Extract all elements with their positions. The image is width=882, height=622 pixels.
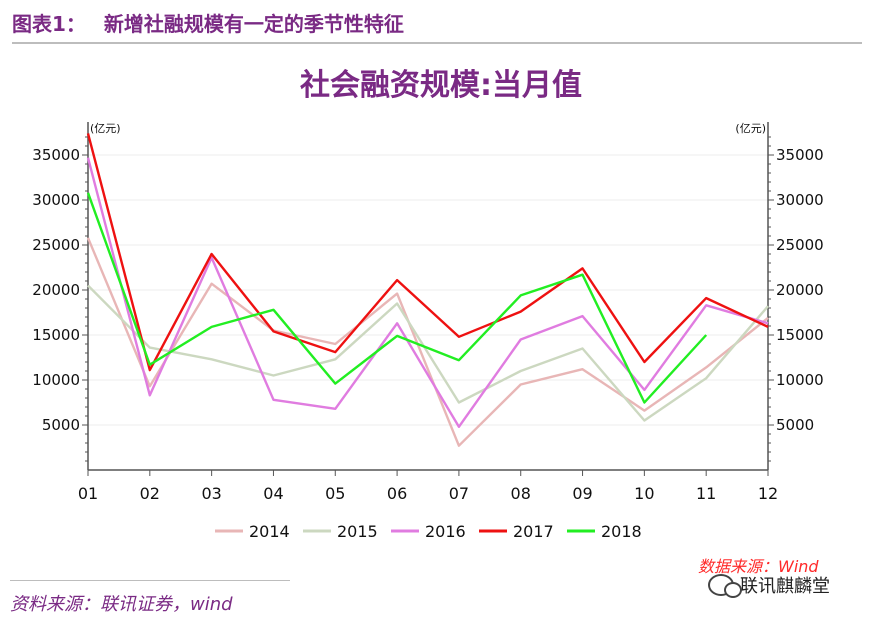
legend-item-2015: 2015: [303, 522, 378, 541]
y-tick-label-left: 25000: [32, 236, 80, 254]
figure-header: 图表1： 新增社融规模有一定的季节性特征: [12, 8, 404, 37]
legend-label: 2015: [337, 522, 378, 541]
x-tick-label: 12: [758, 484, 778, 503]
watermark-text: 联讯麒麟堂: [740, 576, 830, 597]
source-note: 资料来源：联讯证券，wind: [10, 594, 233, 615]
y-tick-label-left: 5000: [42, 416, 80, 434]
legend-label: 2017: [513, 522, 554, 541]
watermark: 联讯麒麟堂: [708, 572, 830, 598]
x-tick-label: 02: [140, 484, 160, 503]
legend-label: 2014: [249, 522, 290, 541]
data-source-note: 数据来源：Wind: [698, 557, 819, 576]
legend-item-2018: 2018: [567, 522, 642, 541]
legend-label: 2016: [425, 522, 466, 541]
y-tick-label-right: 15000: [776, 326, 824, 344]
x-tick-label: 03: [201, 484, 221, 503]
legend-item-2014: 2014: [215, 522, 290, 541]
source-divider: [10, 580, 290, 581]
series-layer: [86, 133, 769, 447]
y-tick-label-left: 35000: [32, 146, 80, 164]
y-tick-label-left: 30000: [32, 191, 80, 209]
y-tick-label-left: 20000: [32, 281, 80, 299]
y-unit-left: (亿元): [90, 122, 121, 135]
axes-layer: 5000 5000 10000 10000 15000 15000 20000 20000 25…: [32, 122, 824, 503]
x-tick-label: 05: [325, 484, 345, 503]
figure-title: 新增社融规模有一定的季节性特征: [103, 12, 404, 36]
y-tick-label-right: 35000: [776, 146, 824, 164]
chart-title: 社会融资规模:当月值: [300, 68, 582, 103]
x-tick-label: 01: [78, 484, 98, 503]
y-unit-right: (亿元): [735, 122, 766, 135]
y-tick-label-right: 10000: [776, 371, 824, 389]
series-line-2016: [86, 157, 769, 428]
wechat-icon: [708, 574, 742, 598]
y-tick-label-right: 5000: [776, 416, 814, 434]
x-tick-label: 08: [511, 484, 531, 503]
series-line-2017: [86, 133, 769, 372]
y-tick-label-left: 10000: [32, 371, 80, 389]
x-tick-label: 07: [449, 484, 469, 503]
y-tick-label-right: 25000: [776, 236, 824, 254]
x-tick-label: 06: [387, 484, 407, 503]
legend-label: 2018: [601, 522, 642, 541]
y-tick-label-left: 15000: [32, 326, 80, 344]
legend-item-2017: 2017: [479, 522, 554, 541]
series-line-2014: [86, 237, 769, 447]
legend-layer: 2014 2015 2016 2017 2018: [215, 522, 642, 541]
y-tick-label-right: 20000: [776, 281, 824, 299]
y-tick-label-right: 30000: [776, 191, 824, 209]
x-tick-label: 10: [634, 484, 654, 503]
x-tick-label: 04: [263, 484, 283, 503]
header-divider: [12, 42, 862, 44]
series-line-2018: [86, 192, 708, 404]
series-line-2015: [87, 284, 769, 422]
x-tick-label: 09: [572, 484, 592, 503]
figure-label: 图表1：: [12, 12, 86, 36]
grid-layer: [88, 154, 768, 426]
legend-item-2016: 2016: [391, 522, 466, 541]
x-tick-label: 11: [696, 484, 716, 503]
